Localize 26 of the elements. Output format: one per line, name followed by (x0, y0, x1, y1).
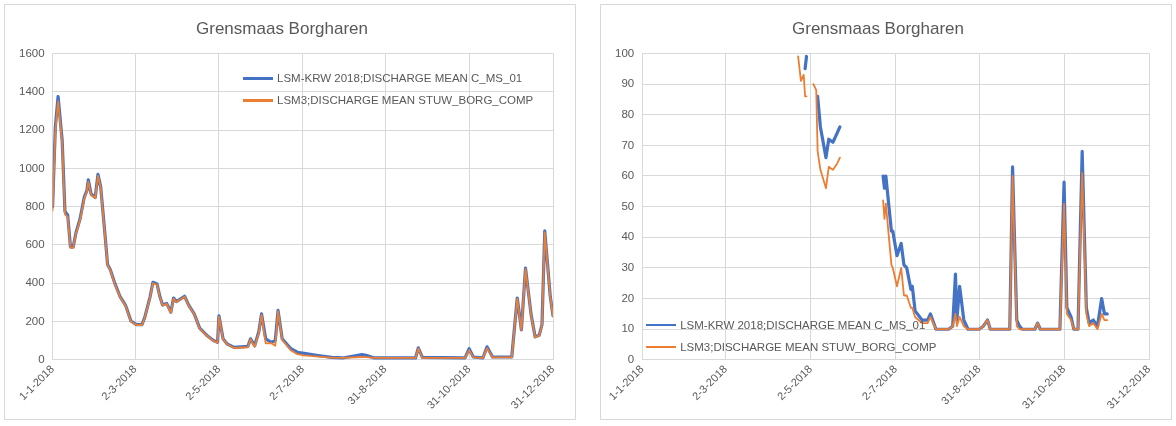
y-tick-label: 80 (621, 107, 635, 120)
y-tick-label: 100 (615, 46, 635, 59)
y-tick-label: 800 (25, 199, 45, 212)
legend-label: LSM-KRW 2018;DISCHARGE MEAN C_MS_01 (680, 318, 926, 331)
y-tick-label: 20 (621, 291, 635, 304)
y-tick-label: 70 (621, 138, 635, 151)
y-tick-label: 400 (25, 276, 45, 289)
y-tick-label: 1200 (18, 123, 45, 136)
legend-label: LSM3;DISCHARGE MEAN STUW_BORG_COMP (680, 340, 937, 353)
y-tick-label: 1000 (18, 161, 45, 174)
y-tick-label: 0 (38, 353, 45, 366)
chart-title: Grensmaas Borgharen (792, 18, 964, 38)
y-tick-label: 1400 (18, 84, 45, 97)
y-tick-label: 50 (621, 199, 635, 212)
y-tick-label: 30 (621, 261, 635, 274)
y-tick-label: 200 (25, 314, 45, 327)
legend-label: LSM3;DISCHARGE MEAN STUW_BORG_COMP (277, 94, 534, 107)
y-tick-label: 1600 (18, 46, 45, 59)
y-tick-label: 600 (25, 238, 45, 251)
y-tick-label: 0 (627, 353, 635, 366)
y-tick-label: 90 (621, 77, 635, 90)
legend-label: LSM-KRW 2018;DISCHARGE MEAN C_MS_01 (277, 72, 523, 85)
y-tick-label: 60 (621, 169, 635, 182)
y-tick-label: 40 (621, 230, 635, 243)
chart-title: Grensmaas Borgharen (196, 18, 368, 38)
y-tick-label: 10 (621, 322, 635, 335)
